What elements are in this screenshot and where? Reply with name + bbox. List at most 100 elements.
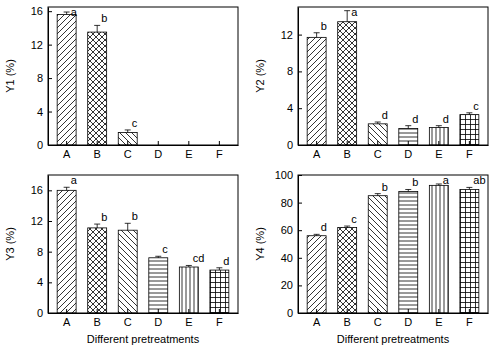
bar bbox=[88, 32, 107, 145]
tick-mark bbox=[48, 221, 52, 222]
figure: 0481216ABCDEFabcY1 (%)04812ABCDEFbadddcY… bbox=[0, 0, 500, 346]
x-axis: A B C D E F bbox=[299, 141, 489, 160]
error-bar bbox=[466, 187, 472, 189]
error-bar bbox=[125, 130, 131, 133]
error-bar bbox=[375, 122, 381, 124]
tick-mark bbox=[188, 141, 189, 145]
tick-mark bbox=[48, 112, 52, 113]
axis-line bbox=[49, 313, 239, 314]
tick-mark bbox=[48, 11, 52, 12]
tick: F bbox=[216, 141, 223, 160]
tick-mark bbox=[97, 309, 98, 313]
tick-mark bbox=[66, 309, 67, 313]
tick-label: A bbox=[313, 148, 321, 160]
tick-label: B bbox=[344, 316, 351, 328]
bar bbox=[338, 22, 357, 145]
x-axis: ABCDEF bbox=[299, 309, 489, 328]
y-axis-title: Y1 (%) bbox=[4, 59, 16, 93]
tick-label: E bbox=[435, 316, 442, 328]
tick: F bbox=[216, 309, 223, 328]
y-axis: 0481216 bbox=[31, 5, 52, 151]
y-axis-title: Y4 (%) bbox=[254, 227, 266, 261]
plot-area bbox=[307, 11, 479, 145]
tick-mark bbox=[48, 45, 52, 46]
error-bar bbox=[314, 234, 320, 235]
significance-letter: a bbox=[351, 6, 358, 18]
tick: 16 bbox=[31, 5, 52, 17]
error-bar bbox=[314, 33, 320, 38]
tick-mark bbox=[48, 78, 52, 79]
tick-label: 4 bbox=[287, 102, 293, 114]
plot-frame bbox=[48, 175, 238, 313]
tick-label: 0 bbox=[287, 307, 293, 319]
bar bbox=[307, 236, 326, 313]
tick-mark bbox=[298, 108, 302, 109]
error-bar bbox=[375, 194, 381, 196]
tick: 4 bbox=[37, 276, 52, 288]
tick: 20 bbox=[281, 279, 302, 291]
tick-label: D bbox=[154, 148, 162, 160]
bar bbox=[399, 192, 418, 313]
error-bar bbox=[436, 184, 442, 185]
tick-label: 16 bbox=[31, 5, 43, 17]
tick: D bbox=[154, 141, 162, 160]
tick: 8 bbox=[287, 65, 302, 77]
plot-frame bbox=[298, 175, 488, 313]
tick-mark bbox=[298, 203, 302, 204]
error-bar bbox=[344, 226, 350, 227]
tick-mark bbox=[48, 282, 52, 283]
tick: E bbox=[185, 141, 192, 160]
tick: 80 bbox=[281, 197, 302, 209]
axis-line bbox=[298, 8, 299, 146]
tick: C bbox=[374, 141, 382, 160]
tick: 100 bbox=[275, 169, 302, 181]
tick-label: E bbox=[185, 316, 192, 328]
error-bar bbox=[436, 126, 442, 128]
tick-mark bbox=[127, 141, 128, 145]
bar bbox=[460, 115, 479, 145]
significance-letter: c bbox=[351, 213, 357, 225]
axis-line bbox=[48, 176, 49, 314]
significance-letter: b bbox=[101, 12, 107, 24]
tick: A bbox=[63, 309, 71, 328]
bar bbox=[429, 128, 448, 145]
bar bbox=[149, 258, 168, 313]
tick-label: F bbox=[216, 148, 223, 160]
tick-mark bbox=[66, 141, 67, 145]
bar bbox=[399, 128, 418, 145]
tick: F bbox=[466, 141, 473, 160]
x-axis: ABCDEF bbox=[49, 309, 239, 328]
significance-letter: c bbox=[162, 243, 168, 255]
tick-label: 12 bbox=[281, 29, 293, 41]
axis-line bbox=[299, 145, 489, 146]
tick-label: F bbox=[216, 316, 223, 328]
y-axis-title: Y3 (%) bbox=[4, 227, 16, 261]
significance-letter: ab bbox=[473, 174, 485, 186]
tick-label: D bbox=[404, 148, 412, 160]
tick: E bbox=[435, 141, 442, 160]
tick-label: A bbox=[63, 148, 71, 160]
bar bbox=[88, 228, 107, 313]
tick-mark bbox=[219, 309, 220, 313]
significance-letter: a bbox=[71, 174, 78, 186]
error-bar bbox=[64, 12, 70, 15]
significance-letter: a bbox=[71, 6, 78, 18]
tick: 16 bbox=[31, 184, 52, 196]
error-bar bbox=[155, 256, 161, 258]
error-bar bbox=[94, 224, 100, 228]
significance-letter: d bbox=[321, 221, 327, 233]
error-bar bbox=[125, 223, 131, 230]
significance-letter: b bbox=[412, 176, 418, 188]
significance-letter: d bbox=[223, 255, 229, 267]
significance-letter: c bbox=[132, 117, 138, 129]
tick: B bbox=[344, 309, 351, 328]
tick-label: 16 bbox=[31, 184, 43, 196]
tick-label: B bbox=[344, 148, 351, 160]
error-bar bbox=[64, 187, 70, 190]
tick-mark bbox=[97, 141, 98, 145]
tick: A bbox=[313, 309, 321, 328]
tick-label: F bbox=[466, 148, 473, 160]
tick-mark bbox=[316, 141, 317, 145]
panel: 0481216ABCDEFabcY1 (%) bbox=[4, 5, 239, 160]
tick: 12 bbox=[281, 29, 302, 41]
